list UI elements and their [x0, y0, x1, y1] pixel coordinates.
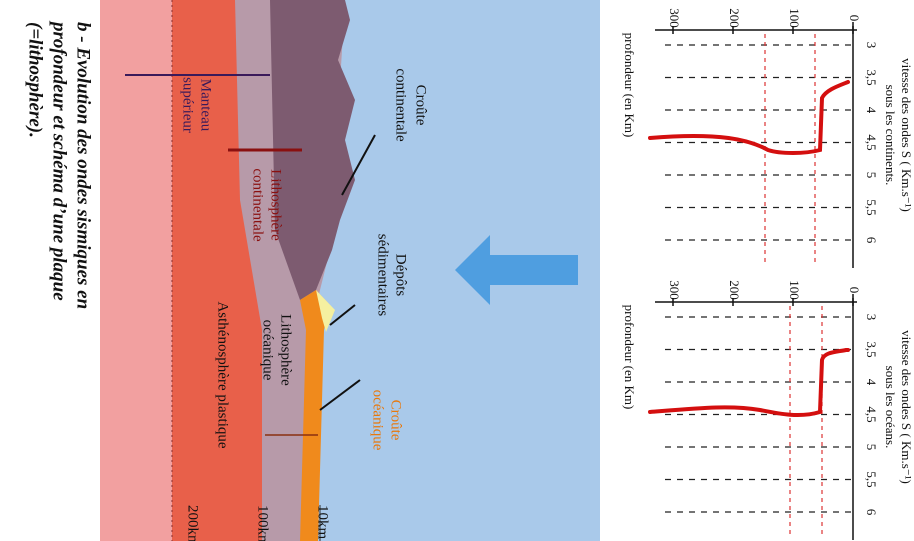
caption: profondeur et schéma d’une plaque [49, 20, 70, 301]
axis-label: profondeur (en Km) [622, 305, 637, 410]
tick-label: 6 [864, 237, 879, 244]
label: continentale [250, 168, 266, 242]
tick-label: 3,5 [864, 69, 879, 85]
label: océanique [370, 390, 386, 451]
tick-label: 3 [864, 42, 879, 49]
tick-label: 3 [864, 314, 879, 321]
label: Dépôts [393, 254, 409, 297]
label: 100km [255, 505, 271, 541]
tick-label: 100 [787, 8, 802, 28]
tick-label: 4,5 [864, 406, 879, 422]
tick-label: 4,5 [864, 134, 879, 150]
caption: (=lithosphère). [25, 22, 46, 138]
label: continentale [393, 68, 409, 142]
graph-title: sous les continents. [883, 85, 898, 186]
label: Lithosphère [278, 314, 294, 386]
tick-label: 200 [727, 280, 742, 300]
label: Lithosphère [268, 169, 284, 241]
tick-label: 5,5 [864, 199, 879, 215]
label: Manteau [198, 79, 214, 132]
graph-title: sous les océans. [883, 366, 898, 449]
label: supérieur [180, 77, 196, 133]
tick-label: 200 [727, 8, 742, 28]
label: sédimentaires [375, 234, 391, 317]
tick-label: 0 [847, 287, 862, 294]
tick-label: 0 [847, 15, 862, 22]
label: Croûte [388, 400, 404, 441]
tick-label: 5 [864, 444, 879, 451]
axis-label: profondeur (en Km) [622, 33, 637, 138]
graph-title: vitesse des ondes S ( Km.s⁻¹) [899, 330, 914, 484]
tick-label: 6 [864, 509, 879, 516]
tick-label: 4 [864, 379, 879, 386]
label: Croûte [413, 85, 429, 126]
tick-label: 5 [864, 172, 879, 179]
tick-label: 100 [787, 280, 802, 300]
label: 200km [185, 505, 201, 541]
upper-mantle [100, 0, 172, 541]
tick-label: 5,5 [864, 471, 879, 487]
tick-label: 300 [667, 280, 682, 300]
label: Asthénosphère plastique [215, 301, 231, 448]
tick-label: 300 [667, 8, 682, 28]
tick-label: 4 [864, 107, 879, 114]
caption: b - Evolution des ondes sismiques en [73, 22, 94, 309]
label: 10km [315, 505, 331, 540]
page: b - Evolution des ondes sismiques enprof… [0, 0, 914, 541]
label: océanique [260, 320, 276, 381]
tick-label: 3,5 [864, 341, 879, 357]
graph-title: vitesse des ondes S ( Km.s⁻¹) [899, 58, 914, 212]
